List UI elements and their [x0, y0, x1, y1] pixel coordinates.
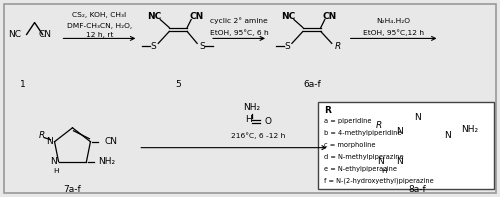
Text: NH₂: NH₂ — [98, 157, 116, 166]
Text: 6a-f: 6a-f — [303, 80, 320, 89]
Text: EtOH, 95°C,12 h: EtOH, 95°C,12 h — [363, 29, 424, 36]
Text: N₂H₄.H₂O: N₂H₄.H₂O — [376, 18, 410, 24]
Text: CN: CN — [104, 137, 118, 146]
Text: R: R — [376, 121, 382, 130]
Text: CN: CN — [38, 30, 52, 39]
Text: H: H — [244, 115, 252, 124]
Text: 1: 1 — [20, 80, 26, 89]
Text: e = N-ethylpiperazine: e = N-ethylpiperazine — [324, 165, 397, 172]
Text: CN: CN — [189, 12, 204, 21]
Text: N: N — [414, 113, 421, 122]
Text: NC: NC — [147, 12, 162, 21]
Text: N: N — [396, 127, 403, 136]
Text: N: N — [444, 131, 451, 140]
Text: 5: 5 — [176, 80, 181, 89]
Text: NC: NC — [281, 12, 295, 21]
Text: 216°C, 6 -12 h: 216°C, 6 -12 h — [231, 132, 285, 139]
Text: EtOH, 95°C, 6 h: EtOH, 95°C, 6 h — [210, 29, 268, 36]
Text: CN: CN — [322, 12, 337, 21]
Text: DMF-CH₃CN, H₂O,: DMF-CH₃CN, H₂O, — [67, 22, 132, 29]
Text: 12 h, rt: 12 h, rt — [86, 33, 113, 38]
Text: R: R — [334, 42, 341, 51]
Text: 7a-f: 7a-f — [64, 185, 82, 194]
Text: f = N-(2-hydroxyethyl)piperazine: f = N-(2-hydroxyethyl)piperazine — [324, 177, 434, 184]
Text: cyclic 2° amine: cyclic 2° amine — [210, 17, 268, 24]
Text: H: H — [54, 168, 60, 175]
Text: c = morpholine: c = morpholine — [324, 142, 376, 148]
Text: S: S — [150, 42, 156, 51]
Text: a = piperidine: a = piperidine — [324, 118, 372, 124]
Text: S: S — [284, 42, 290, 51]
Text: N: N — [396, 157, 403, 166]
Text: NH₂: NH₂ — [244, 103, 260, 112]
Text: R: R — [324, 106, 330, 115]
Text: O: O — [264, 117, 272, 126]
Text: NC: NC — [8, 30, 20, 39]
Text: b = 4-methylpiperidine: b = 4-methylpiperidine — [324, 130, 402, 136]
Text: H: H — [381, 168, 386, 175]
Text: R: R — [38, 131, 44, 140]
Text: CS₂, KOH, CH₃I: CS₂, KOH, CH₃I — [72, 12, 126, 18]
Text: N: N — [46, 137, 52, 146]
Text: N: N — [377, 157, 384, 166]
FancyBboxPatch shape — [318, 102, 494, 189]
Text: d = N-methylpiperazine: d = N-methylpiperazine — [324, 154, 404, 160]
Text: S: S — [200, 42, 205, 51]
Text: NH₂: NH₂ — [462, 125, 478, 134]
FancyBboxPatch shape — [4, 4, 496, 193]
Text: 8a-f: 8a-f — [408, 185, 426, 194]
Text: N: N — [50, 157, 56, 166]
